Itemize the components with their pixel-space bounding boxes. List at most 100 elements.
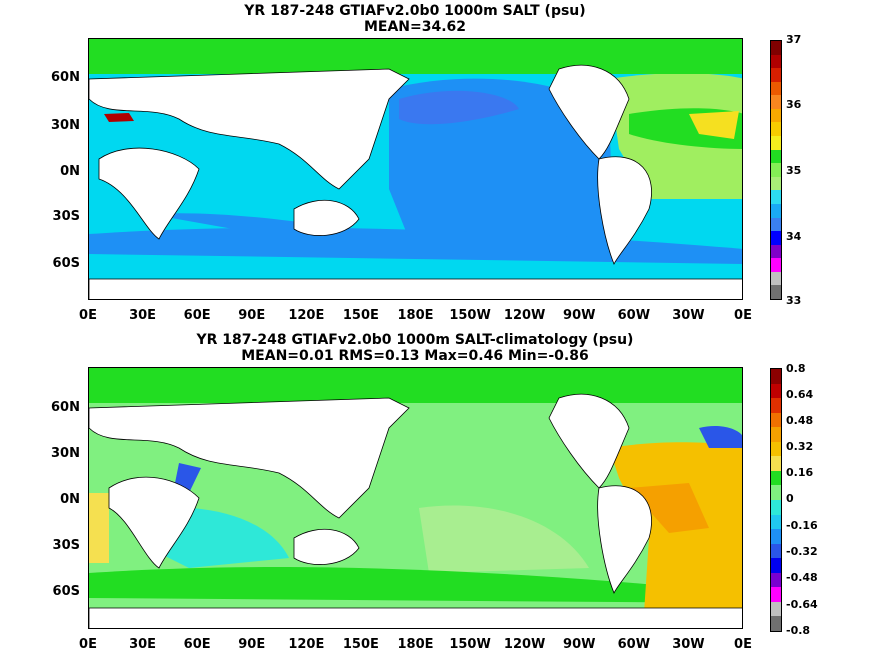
top-colorbar-swatch-8 (771, 149, 781, 164)
top-colorbar-swatch-9 (771, 163, 781, 178)
top-southern-band (89, 227, 742, 264)
top-colorbar-swatch-18 (771, 285, 781, 300)
bottom-cbar-label-4: 0.16 (786, 466, 814, 479)
top-arctic-band (89, 39, 742, 74)
top-colorbar-swatch-6 (771, 122, 781, 137)
top-ylab-0n: 0N (60, 164, 80, 179)
top-colorbar-swatch-13 (771, 217, 781, 232)
bottom-xlab-10: 60W (617, 637, 651, 652)
top-xlab-6: 180E (397, 308, 434, 323)
top-xlab-1: 30E (129, 308, 157, 323)
bottom-xlab-8: 120W (503, 637, 546, 652)
bottom-colorbar-swatch-9 (771, 500, 781, 516)
bottom-chart-subtitle: MEAN=0.01 RMS=0.13 Max=0.46 Min=-0.86 (241, 348, 589, 364)
top-map-panel (88, 38, 743, 300)
top-colorbar-swatch-5 (771, 108, 781, 123)
bottom-xlab-4: 120E (288, 637, 325, 652)
bottom-colorbar-swatch-1 (771, 383, 781, 399)
bottom-west-atlantic-yellow (89, 493, 109, 563)
bottom-xlab-5: 150E (342, 637, 379, 652)
top-xlab-2: 60E (183, 308, 211, 323)
bottom-colorbar-swatch-6 (771, 456, 781, 472)
top-ylab-30s: 30S (52, 209, 80, 224)
bottom-cbar-label-8: -0.48 (786, 571, 818, 584)
top-colorbar-swatch-14 (771, 231, 781, 246)
bottom-xlab-3: 90E (238, 637, 266, 652)
top-colorbar-swatch-16 (771, 258, 781, 273)
bottom-africa-land (108, 476, 200, 569)
bottom-xlab-6: 180E (397, 637, 434, 652)
top-xlab-12: 0E (734, 308, 752, 323)
top-colorbar-swatch-0 (771, 41, 781, 56)
top-colorbar-swatch-7 (771, 136, 781, 151)
top-xlab-8: 120W (503, 308, 546, 323)
top-colorbar-swatch-4 (771, 95, 781, 110)
bottom-ylab-60s: 60S (52, 584, 80, 599)
bottom-colorbar-swatch-10 (771, 514, 781, 530)
bottom-cbar-label-9: -0.64 (786, 598, 818, 611)
bottom-xlab-1: 30E (129, 637, 157, 652)
top-south-america-land (597, 156, 652, 265)
bottom-colorbar-swatch-0 (771, 369, 781, 385)
bottom-colorbar-swatch-2 (771, 398, 781, 414)
bottom-colorbar-swatch-12 (771, 543, 781, 559)
top-africa-land (98, 147, 200, 240)
bottom-cbar-label-3: 0.32 (786, 440, 814, 453)
top-colorbar-swatch-15 (771, 244, 781, 259)
bottom-ylab-60n: 60N (51, 400, 80, 415)
bottom-cbar-label-10: -0.8 (786, 624, 811, 637)
top-ylab-60n: 60N (51, 70, 80, 85)
top-cbar-label-33: 33 (786, 294, 802, 307)
top-colorbar-swatch-3 (771, 81, 781, 96)
top-cbar-label-34: 34 (786, 230, 802, 243)
bottom-southern-band (89, 567, 742, 603)
bottom-colorbar-swatch-17 (771, 616, 781, 632)
bottom-south-pacific (419, 505, 589, 573)
top-chart-subtitle: MEAN=34.62 (363, 19, 467, 35)
bottom-xlab-9: 90W (563, 637, 596, 652)
bottom-colorbar-swatch-3 (771, 412, 781, 428)
bottom-ylab-30n: 30N (51, 446, 80, 461)
bottom-cbar-label-1: 0.64 (786, 388, 814, 401)
top-xlab-5: 150E (342, 308, 379, 323)
top-mediterranean-high (104, 113, 134, 122)
bottom-cbar-label-2: 0.48 (786, 414, 814, 427)
top-north-pacific (399, 90, 519, 125)
bottom-north-america-land (548, 394, 630, 489)
top-xlab-9: 90W (563, 308, 596, 323)
top-australia-land (293, 199, 360, 236)
top-chart-title: YR 187-248 GTIAFv2.0b0 1000m SALT (psu) (244, 3, 586, 19)
bottom-antarctica-land (89, 607, 742, 628)
bottom-atlantic-orange (629, 483, 709, 533)
top-cbar-label-36: 36 (786, 98, 802, 111)
bottom-colorbar-swatch-11 (771, 529, 781, 545)
bottom-colorbar-swatch-7 (771, 470, 781, 486)
top-colorbar-swatch-1 (771, 54, 781, 69)
bottom-arctic-band (89, 368, 742, 403)
top-xlab-4: 120E (288, 308, 325, 323)
bottom-xlab-0: 0E (79, 637, 97, 652)
bottom-cbar-label-6: -0.16 (786, 519, 818, 532)
bottom-cbar-label-0: 0.8 (786, 362, 806, 375)
bottom-eurasia-land (89, 397, 410, 519)
top-eurasia-land (89, 68, 410, 190)
top-antarctica-land (89, 278, 742, 299)
top-colorbar (770, 40, 782, 300)
bottom-xlab-11: 30W (672, 637, 705, 652)
bottom-colorbar (770, 368, 782, 632)
bottom-colorbar-swatch-16 (771, 601, 781, 617)
bottom-chart-title: YR 187-248 GTIAFv2.0b0 1000m SALT-climat… (196, 332, 634, 348)
top-colorbar-swatch-17 (771, 271, 781, 286)
bottom-colorbar-swatch-15 (771, 587, 781, 603)
bottom-colorbar-swatch-13 (771, 558, 781, 574)
bottom-map-panel (88, 367, 743, 629)
top-xlab-10: 60W (617, 308, 651, 323)
bottom-ylab-30s: 30S (52, 538, 80, 553)
bottom-colorbar-swatch-4 (771, 427, 781, 443)
top-xlab-7: 150W (449, 308, 491, 323)
bottom-anomaly-map (89, 368, 742, 628)
bottom-xlab-7: 150W (449, 637, 491, 652)
top-salinity-map (89, 39, 742, 299)
top-xlab-0: 0E (79, 308, 97, 323)
bottom-ylab-0n: 0N (60, 492, 80, 507)
